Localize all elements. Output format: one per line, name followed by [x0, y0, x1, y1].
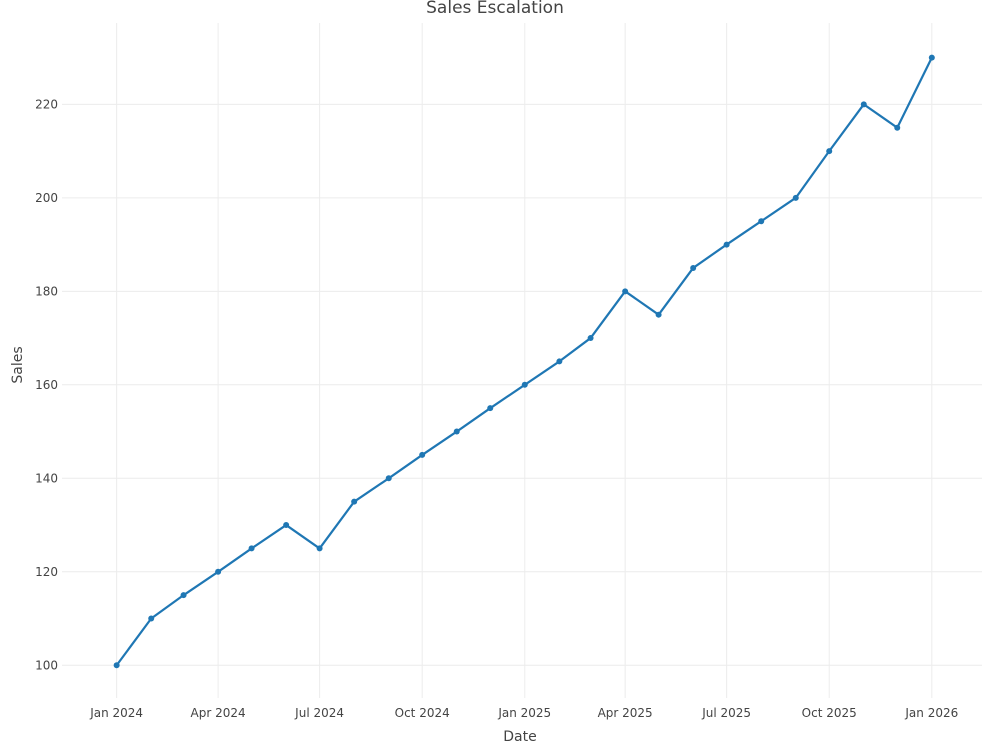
data-point — [351, 498, 358, 505]
series-layer — [113, 54, 935, 669]
data-point — [622, 288, 629, 295]
data-point — [487, 405, 494, 412]
data-point — [860, 101, 867, 108]
y-axis-title: Sales — [10, 346, 26, 383]
data-point — [419, 451, 426, 458]
y-tick-label: 180 — [35, 284, 58, 298]
data-point — [690, 264, 697, 271]
data-point — [894, 124, 901, 131]
data-point — [316, 545, 323, 552]
x-tick-label: Oct 2024 — [395, 706, 450, 720]
x-tick-label: Jan 2025 — [497, 706, 551, 720]
data-point — [215, 568, 222, 575]
data-point — [453, 428, 460, 435]
x-tick-label: Oct 2025 — [802, 706, 857, 720]
y-tick-label: 200 — [35, 191, 58, 205]
data-point — [180, 592, 187, 599]
x-tick-label: Jul 2025 — [701, 706, 751, 720]
y-tick-label: 160 — [35, 378, 58, 392]
y-tick-label: 220 — [35, 97, 58, 111]
y-tick-labels: 100 120 140 160 180 200 220 — [35, 97, 58, 672]
x-tick-label: Apr 2025 — [598, 706, 653, 720]
x-tick-labels: Jan 2024 Apr 2024 Jul 2024 Oct 2024 Jan 2025… — [89, 706, 958, 720]
y-tick-label: 120 — [35, 565, 58, 579]
y-tick-label: 140 — [35, 471, 58, 485]
chart-title: Sales Escalation — [426, 0, 564, 18]
data-point — [148, 615, 155, 622]
data-point — [826, 148, 833, 155]
x-tick-label: Jan 2024 — [89, 706, 143, 720]
data-point — [283, 522, 290, 529]
data-point — [248, 545, 255, 552]
data-point — [521, 381, 528, 388]
x-tick-label: Jul 2024 — [294, 706, 344, 720]
y-tick-label: 100 — [35, 658, 58, 672]
series-line — [115, 57, 933, 666]
x-axis-title: Date — [503, 729, 536, 744]
data-point — [723, 241, 730, 248]
data-point — [385, 475, 392, 482]
data-point — [556, 358, 563, 365]
data-point — [587, 335, 594, 342]
data-point — [655, 311, 662, 318]
x-tick-label: Apr 2024 — [191, 706, 246, 720]
x-tick-label: Jan 2026 — [904, 706, 958, 720]
data-point — [758, 218, 765, 225]
data-point — [792, 194, 799, 201]
data-point — [113, 662, 120, 669]
x-gridlines — [116, 23, 933, 698]
data-point — [928, 54, 935, 61]
